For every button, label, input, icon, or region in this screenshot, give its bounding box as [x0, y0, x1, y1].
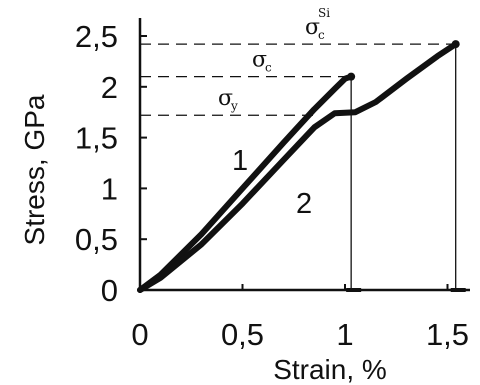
series-end-point-1 — [347, 73, 355, 81]
x-tick-label: 0,5 — [221, 317, 264, 352]
x-tick-label: 1,5 — [426, 317, 469, 352]
series-label-1: 1 — [232, 145, 248, 177]
x-axis-label: Strain, % — [273, 354, 387, 385]
annotation-superscript: Si — [318, 6, 330, 20]
annotation-subscript: c — [265, 61, 272, 75]
y-tick-label: 0 — [101, 273, 118, 308]
y-ticks: 0 0,5 1 1,5 2 2,5 — [75, 19, 147, 308]
series-label-2: 2 — [296, 188, 312, 220]
x-tick-label: 0 — [131, 317, 148, 352]
series-curves — [140, 40, 460, 290]
x-ticks: 0 0,5 1 1,5 — [131, 284, 469, 352]
y-tick-label: 1 — [101, 171, 118, 206]
y-axis-label: Stress, GPa — [19, 94, 50, 245]
y-tick-label: 0,5 — [75, 222, 118, 257]
series-end-point-2 — [452, 40, 460, 48]
y-tick-label: 2 — [101, 70, 118, 105]
y-tick-label: 1,5 — [75, 121, 118, 156]
annotation-subscript: y — [230, 99, 238, 113]
y-tick-label: 2,5 — [75, 19, 118, 54]
series-line-2 — [140, 44, 456, 290]
annotation-subscript: c — [318, 28, 325, 42]
x-tick-label: 1 — [336, 317, 353, 352]
series-line-1 — [140, 77, 351, 290]
